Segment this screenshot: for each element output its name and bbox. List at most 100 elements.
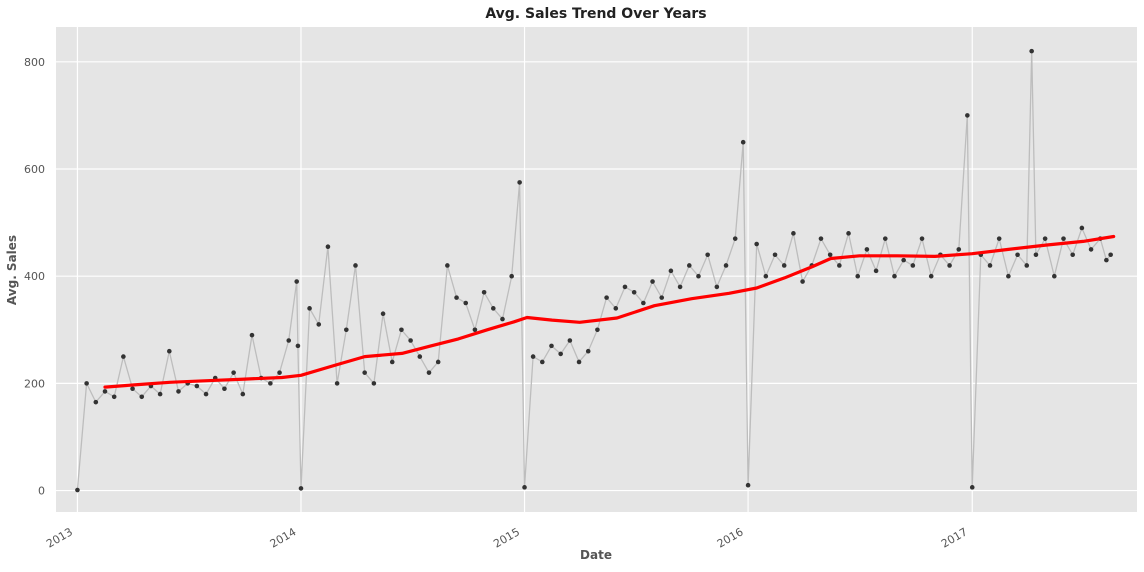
- daily-point: [490, 306, 496, 311]
- daily-point: [641, 300, 646, 306]
- daily-point: [445, 263, 450, 268]
- daily-point: [910, 263, 916, 268]
- daily-point: [435, 359, 441, 365]
- daily-point: [454, 295, 459, 300]
- daily-point: [509, 273, 514, 279]
- daily-point: [380, 311, 386, 317]
- daily-point: [294, 279, 299, 284]
- daily-point: [549, 343, 554, 349]
- daily-point: [417, 354, 423, 359]
- daily-point: [268, 381, 273, 386]
- daily-point: [231, 370, 236, 375]
- daily-point: [399, 327, 404, 333]
- daily-point: [714, 284, 720, 290]
- daily-point: [668, 268, 674, 274]
- daily-point: [371, 381, 377, 386]
- daily-point: [800, 279, 805, 284]
- daily-point: [222, 386, 227, 392]
- daily-point: [194, 383, 200, 389]
- x-axis-label: Date: [580, 548, 612, 562]
- daily-point: [157, 391, 163, 397]
- daily-point: [558, 351, 563, 357]
- x-tick-labels: 2013 2014 2015 2016 2017: [44, 525, 970, 550]
- x-tick-label: 2014: [268, 525, 299, 550]
- daily-point: [389, 359, 395, 365]
- daily-point: [362, 370, 367, 375]
- daily-point: [111, 394, 117, 400]
- daily-point: [631, 289, 637, 295]
- daily-point: [705, 252, 710, 258]
- chart-title: Avg. Sales Trend Over Years: [485, 6, 706, 22]
- y-tick-label: 800: [24, 56, 45, 69]
- daily-point: [500, 316, 505, 322]
- daily-point: [93, 399, 99, 405]
- daily-point: [121, 354, 126, 359]
- daily-point: [139, 394, 145, 400]
- daily-point: [1042, 236, 1048, 241]
- daily-point: [740, 139, 746, 145]
- daily-point: [846, 231, 851, 236]
- daily-point: [965, 113, 970, 118]
- gridlines: [56, 27, 1137, 512]
- daily-point: [286, 338, 292, 343]
- daily-point: [1052, 273, 1057, 279]
- daily-point: [1006, 273, 1011, 279]
- daily-point: [659, 295, 665, 300]
- daily-point: [864, 247, 870, 252]
- daily-point: [1088, 247, 1094, 252]
- daily-point: [928, 273, 934, 279]
- daily-point: [1104, 257, 1109, 263]
- daily-point: [325, 244, 331, 250]
- daily-point: [723, 263, 729, 268]
- daily-point: [772, 252, 778, 258]
- daily-point: [316, 322, 322, 327]
- daily-point: [1070, 252, 1075, 258]
- daily-point: [754, 241, 759, 247]
- daily-point: [240, 391, 246, 397]
- daily-point: [167, 348, 172, 354]
- daily-point: [919, 236, 925, 241]
- daily-point: [781, 263, 787, 268]
- y-tick-label: 400: [24, 270, 45, 283]
- x-tick-label: 2015: [491, 525, 522, 550]
- daily-point: [622, 284, 628, 290]
- daily-point: [604, 295, 609, 300]
- daily-point: [595, 327, 600, 333]
- daily-point: [901, 257, 906, 263]
- daily-point: [996, 236, 1002, 241]
- x-tick-label: 2016: [715, 525, 746, 550]
- daily-point: [947, 263, 952, 268]
- daily-point: [353, 263, 358, 268]
- daily-point: [84, 381, 89, 386]
- daily-point: [956, 247, 962, 252]
- daily-point: [686, 263, 692, 268]
- daily-point: [732, 236, 738, 241]
- daily-point: [882, 236, 888, 241]
- daily-point: [827, 252, 833, 258]
- daily-point: [481, 289, 487, 295]
- daily-point: [763, 273, 769, 279]
- daily-point: [1033, 252, 1039, 258]
- daily-point: [969, 485, 975, 490]
- daily-point: [334, 381, 340, 386]
- daily-point: [613, 306, 619, 311]
- y-tick-label: 200: [24, 377, 45, 390]
- daily-point: [855, 273, 861, 279]
- x-tick-label: 2017: [939, 525, 970, 550]
- y-tick-label: 600: [24, 163, 45, 176]
- daily-point: [295, 343, 301, 349]
- daily-point: [1024, 263, 1030, 268]
- daily-point: [677, 284, 683, 290]
- daily-point: [576, 359, 582, 365]
- daily-point: [517, 180, 522, 185]
- daily-point: [1061, 236, 1066, 241]
- daily-point: [530, 354, 536, 359]
- daily-point: [408, 338, 413, 343]
- x-tick-label: 2013: [44, 525, 75, 550]
- daily-point: [75, 487, 80, 493]
- daily-point: [650, 279, 655, 284]
- daily-point: [1029, 48, 1034, 54]
- daily-point: [176, 389, 181, 394]
- daily-point: [277, 370, 282, 375]
